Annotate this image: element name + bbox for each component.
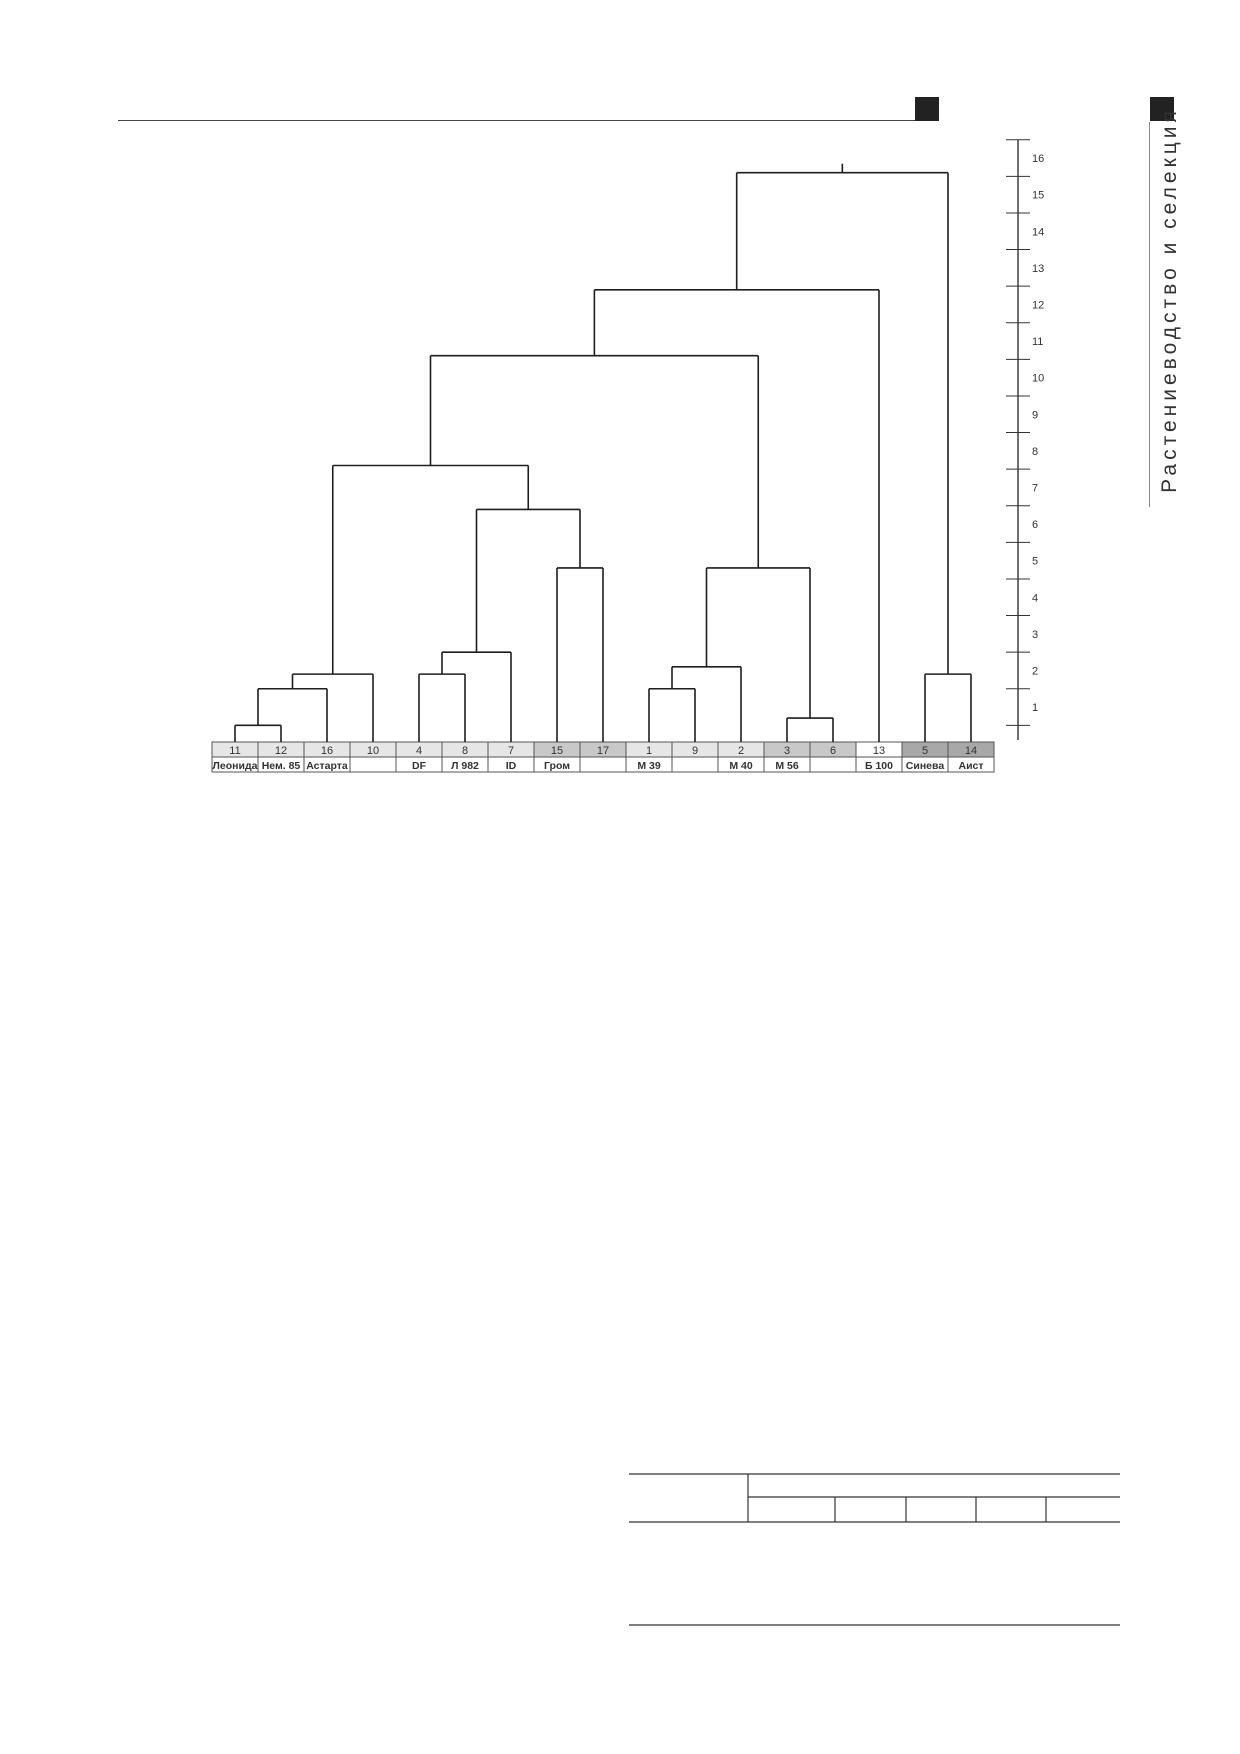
leaf-name: М 40 [729, 760, 753, 772]
leaf-name: Аист [958, 760, 983, 772]
leaf-number: 16 [321, 745, 333, 757]
leaf-number: 14 [965, 745, 977, 757]
leaf-name: Гром [544, 760, 570, 772]
scale-label: 4 [1032, 592, 1038, 604]
leaf-number: 7 [508, 745, 514, 757]
section-rule [1149, 122, 1150, 507]
leaf-name: ID [506, 760, 517, 772]
leaf-number: 3 [784, 745, 790, 757]
leaf-number: 10 [367, 745, 379, 757]
scale-label: 15 [1032, 190, 1044, 202]
section-square-marker [1150, 97, 1174, 121]
leaf-name: М 39 [637, 760, 661, 772]
leaf-number: 1 [646, 745, 652, 757]
scale-label: 5 [1032, 556, 1038, 568]
header-square-marker [915, 97, 939, 121]
scale-label: 1 [1032, 702, 1038, 714]
leaf-name: Астарта [306, 760, 348, 772]
header-rule [118, 120, 933, 121]
scale-label: 10 [1032, 373, 1044, 385]
leaf-number: 11 [229, 745, 240, 757]
leaf-number: 6 [830, 745, 836, 757]
scale-label: 2 [1032, 665, 1038, 677]
leaf-number: 12 [275, 745, 287, 757]
leaf-number: 4 [416, 745, 422, 757]
leaf-name: Л 982 [451, 760, 479, 772]
scale-label: 11 [1032, 336, 1043, 348]
scale-label: 16 [1032, 153, 1044, 165]
leaf-name: Б 100 [865, 760, 893, 772]
scale-label: 13 [1032, 263, 1044, 275]
leaf-number: 8 [462, 745, 468, 757]
leaf-name: Синева [906, 760, 945, 772]
scale-label: 6 [1032, 519, 1038, 531]
scale-label: 7 [1032, 482, 1038, 494]
scale-label: 8 [1032, 446, 1038, 458]
leaf-number: 2 [738, 745, 744, 757]
leaf-number: 15 [551, 745, 563, 757]
leaf-number: 9 [692, 745, 698, 757]
leaf-number: 5 [922, 745, 928, 757]
scale-label: 12 [1032, 299, 1044, 311]
leaf-name: М 56 [775, 760, 799, 772]
leaf-number: 13 [873, 745, 885, 757]
scale-label: 3 [1032, 629, 1038, 641]
scale-label: 9 [1032, 409, 1038, 421]
leaf-name: Леонида [213, 760, 258, 772]
leaf-name: Нем. 85 [262, 760, 301, 772]
leaf-name: DF [412, 760, 427, 772]
scale-label: 14 [1032, 226, 1044, 238]
leaf-number: 17 [597, 745, 609, 757]
leaf-name-cell [947, 756, 995, 773]
